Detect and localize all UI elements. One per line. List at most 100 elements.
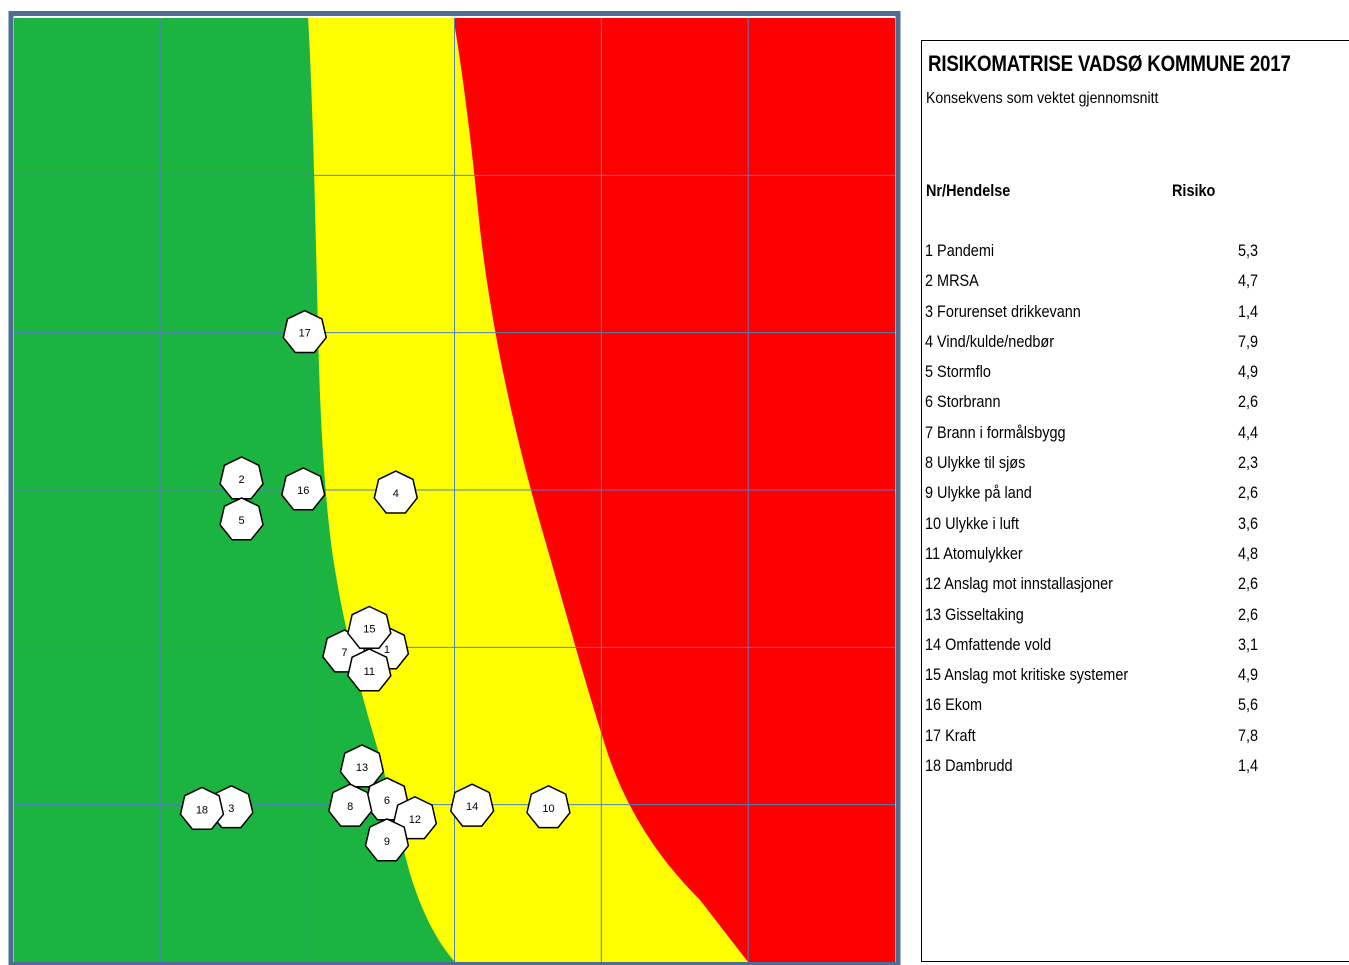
event-marker-label: 3 bbox=[228, 803, 234, 815]
column-header-risk: Risiko bbox=[1172, 181, 1216, 200]
event-row: 13 Gisseltaking 2,6 bbox=[922, 605, 1349, 635]
event-risk-value: 2,6 bbox=[1238, 574, 1259, 594]
event-row: 18 Dambrudd 1,4 bbox=[922, 756, 1349, 786]
event-marker-shape bbox=[526, 784, 571, 829]
event-marker-label: 16 bbox=[297, 485, 309, 497]
event-risk-value: 4,9 bbox=[1238, 665, 1259, 685]
event-name: 11 Atomulykker bbox=[925, 543, 1023, 563]
event-risk-value: 5,3 bbox=[1238, 241, 1259, 260]
legend-panel: RISIKOMATRISE VADSØ KOMMUNE 2017 Konsekv… bbox=[921, 40, 1349, 962]
event-risk-value: 2,6 bbox=[1238, 604, 1259, 624]
event-marker-label: 10 bbox=[542, 803, 554, 815]
event-row: 2 MRSA 4,7 bbox=[922, 271, 1349, 301]
event-name: 2 MRSA bbox=[925, 271, 979, 291]
event-marker-10: 10 bbox=[526, 784, 571, 829]
chart-title: RISIKOMATRISE VADSØ KOMMUNE 2017 bbox=[928, 51, 1291, 76]
event-name: 7 Brann i formålsbygg bbox=[925, 422, 1066, 442]
event-marker-17: 17 bbox=[282, 309, 328, 354]
event-risk-value: 5,6 bbox=[1238, 695, 1259, 715]
event-list: 1 Pandemi 5,3 2 MRSA 4,7 3 Forurenset drikke… bbox=[922, 241, 1349, 786]
event-marker-label: 11 bbox=[364, 666, 375, 678]
event-row: 5 Stormflo 4,9 bbox=[922, 362, 1349, 392]
event-marker-label: 15 bbox=[363, 623, 375, 635]
event-marker-shape bbox=[280, 467, 326, 511]
event-row: 10 Ulykke i luft 3,6 bbox=[922, 514, 1349, 544]
event-name: 18 Dambrudd bbox=[925, 756, 1013, 776]
event-marker-shape bbox=[179, 786, 225, 830]
event-marker-18: 18 bbox=[179, 786, 225, 830]
event-marker-label: 18 bbox=[196, 804, 208, 816]
event-row: 7 Brann i formålsbygg 4,4 bbox=[922, 423, 1349, 453]
event-marker-shape bbox=[327, 783, 373, 827]
event-marker-shape bbox=[347, 648, 392, 692]
event-row: 16 Ekom 5,6 bbox=[922, 695, 1349, 725]
event-name: 8 Ulykke til sjøs bbox=[925, 453, 1026, 473]
event-risk-value: 4,7 bbox=[1238, 271, 1259, 291]
event-row: 11 Atomulykker 4,8 bbox=[922, 544, 1349, 574]
event-marker-4: 4 bbox=[373, 470, 419, 514]
event-marker-label: 6 bbox=[384, 795, 390, 807]
event-name: 10 Ulykke i luft bbox=[925, 513, 1019, 533]
event-risk-value: 3,1 bbox=[1238, 634, 1259, 654]
event-marker-9: 9 bbox=[364, 818, 410, 862]
event-marker-label: 12 bbox=[409, 814, 421, 826]
event-row: 4 Vind/kulde/nedbør 7,9 bbox=[922, 332, 1349, 362]
event-marker-shape bbox=[373, 470, 419, 514]
event-row: 1 Pandemi 5,3 bbox=[922, 241, 1349, 271]
event-name: 13 Gisseltaking bbox=[925, 604, 1024, 624]
event-risk-value: 1,4 bbox=[1238, 756, 1259, 776]
event-marker-shape bbox=[339, 744, 385, 788]
event-marker-shape bbox=[364, 818, 410, 862]
event-row: 6 Storbrann 2,6 bbox=[922, 392, 1349, 422]
event-marker-label: 4 bbox=[393, 488, 399, 500]
event-risk-value: 1,4 bbox=[1238, 301, 1259, 321]
event-row: 8 Ulykke til sjøs 2,3 bbox=[922, 453, 1349, 483]
event-marker-13: 13 bbox=[339, 744, 385, 788]
event-row: 12 Anslag mot innstallasjoner 2,6 bbox=[922, 574, 1349, 604]
event-name: 9 Ulykke på land bbox=[925, 483, 1032, 503]
event-name: 5 Stormflo bbox=[925, 362, 991, 382]
event-marker-label: 13 bbox=[356, 762, 368, 774]
event-risk-value: 4,4 bbox=[1238, 422, 1259, 442]
event-marker-label: 5 bbox=[239, 515, 245, 527]
event-marker-label: 14 bbox=[466, 801, 478, 813]
event-name: 15 Anslag mot kritiske systemer bbox=[925, 665, 1129, 685]
event-row: 15 Anslag mot kritiske systemer 4,9 bbox=[922, 665, 1349, 695]
event-name: 4 Vind/kulde/nedbør bbox=[925, 331, 1055, 351]
event-marker-label: 8 bbox=[347, 801, 353, 813]
event-risk-value: 7,9 bbox=[1238, 331, 1259, 351]
chart-subtitle: Konsekvens som vektet gjennomsnitt bbox=[926, 90, 1159, 107]
event-marker-label: 2 bbox=[239, 474, 245, 486]
event-name: 14 Omfattende vold bbox=[925, 634, 1052, 654]
event-risk-value: 4,8 bbox=[1238, 543, 1259, 563]
event-name: 3 Forurenset drikkevann bbox=[925, 301, 1081, 321]
chart-grid bbox=[14, 18, 895, 962]
event-row: 3 Forurenset drikkevann 1,4 bbox=[922, 302, 1349, 332]
event-risk-value: 2,6 bbox=[1238, 392, 1259, 412]
event-name: 17 Kraft bbox=[925, 725, 976, 745]
event-marker-label: 1 bbox=[384, 644, 390, 656]
event-name: 12 Anslag mot innstallasjoner bbox=[925, 574, 1113, 594]
event-marker-shape bbox=[449, 783, 495, 827]
event-marker-label: 9 bbox=[384, 836, 390, 848]
event-marker-label: 17 bbox=[299, 328, 311, 340]
event-name: 16 Ekom bbox=[925, 695, 983, 715]
event-risk-value: 3,6 bbox=[1238, 513, 1259, 533]
event-marker-shape bbox=[219, 497, 264, 541]
event-risk-value: 2,6 bbox=[1238, 483, 1259, 503]
event-marker-shape bbox=[282, 309, 328, 354]
event-marker-5: 5 bbox=[219, 497, 264, 541]
event-name: 1 Pandemi bbox=[925, 241, 995, 260]
event-risk-value: 7,8 bbox=[1238, 725, 1259, 745]
event-row: 14 Omfattende vold 3,1 bbox=[922, 635, 1349, 665]
event-marker-11: 11 bbox=[347, 648, 392, 692]
event-marker-label: 7 bbox=[341, 647, 347, 659]
event-row: 9 Ulykke på land 2,6 bbox=[922, 483, 1349, 513]
event-risk-value: 4,9 bbox=[1238, 362, 1259, 382]
column-header-event: Nr/Hendelse bbox=[926, 181, 1011, 200]
event-risk-value: 2,3 bbox=[1238, 453, 1259, 473]
event-marker-15: 15 bbox=[347, 605, 392, 650]
event-row: 17 Kraft 7,8 bbox=[922, 726, 1349, 756]
